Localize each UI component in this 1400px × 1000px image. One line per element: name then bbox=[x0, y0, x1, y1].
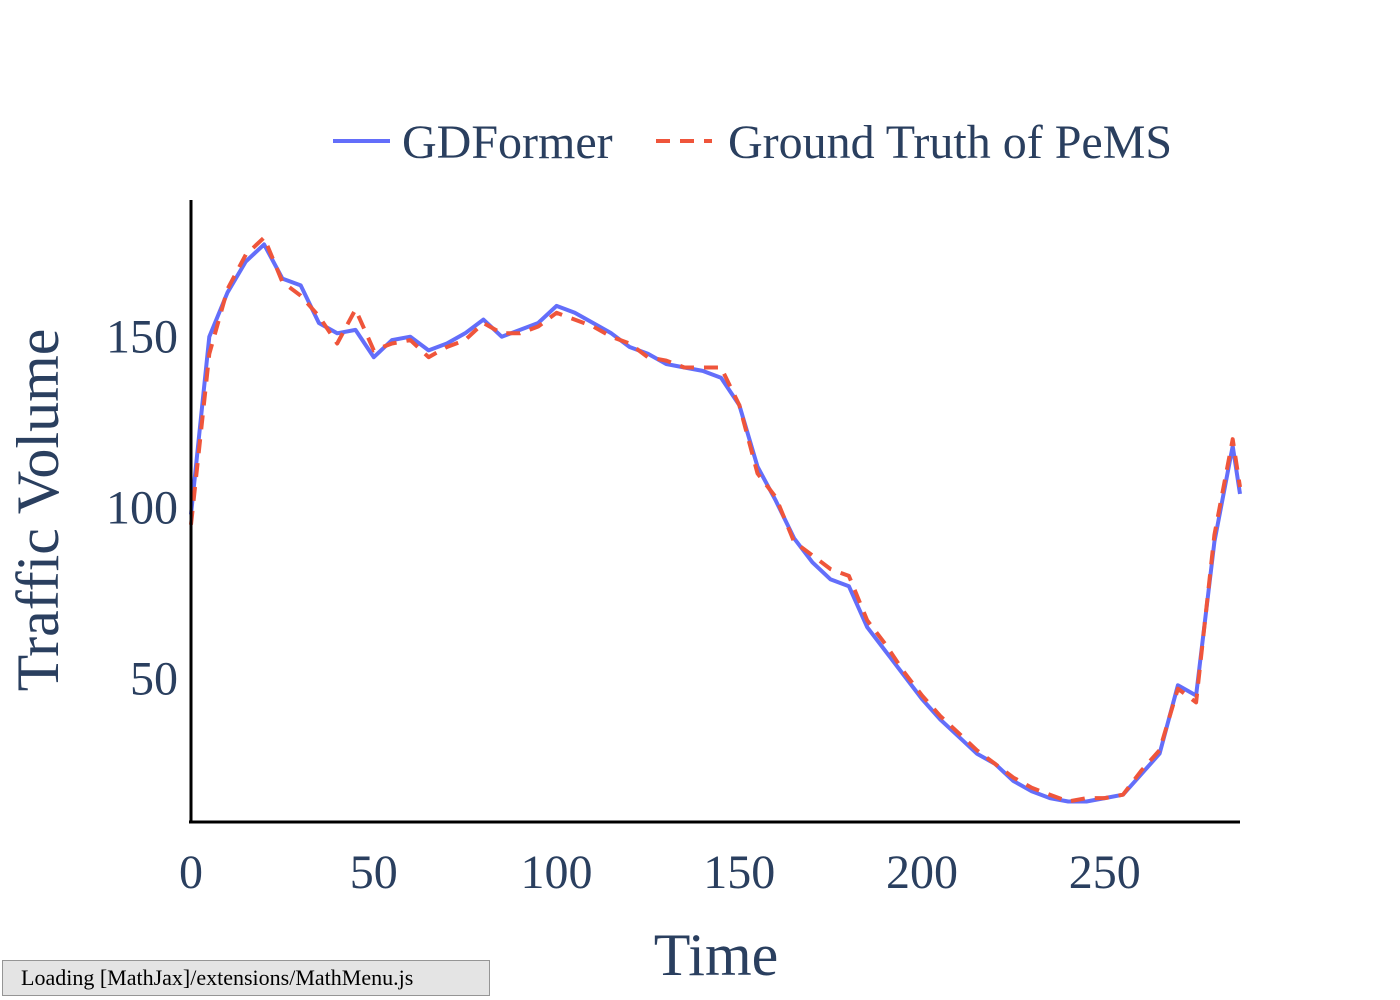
x-axis-title: Time bbox=[654, 922, 779, 988]
x-tick-label: 50 bbox=[350, 846, 398, 899]
y-axis-ticks: 50 100 150 bbox=[106, 311, 178, 706]
x-axis-ticks: 0 50 100 150 200 250 bbox=[179, 846, 1141, 899]
y-tick-label: 100 bbox=[106, 482, 178, 535]
series-line-ground-truth bbox=[189, 235, 1242, 804]
legend: GDFormer Ground Truth of PeMS bbox=[333, 116, 1172, 169]
x-tick-label: 100 bbox=[521, 846, 593, 899]
y-tick-label: 150 bbox=[106, 311, 178, 364]
y-tick-label: 50 bbox=[130, 652, 178, 705]
y-axis-title: Traffic Volume bbox=[5, 329, 71, 692]
legend-label-gdformer: GDFormer bbox=[402, 116, 613, 169]
x-tick-label: 250 bbox=[1069, 846, 1141, 899]
series-line-gdformer bbox=[189, 242, 1242, 804]
x-tick-label: 200 bbox=[886, 846, 958, 899]
status-message: Loading [MathJax]/extensions/MathMenu.js bbox=[2, 960, 490, 996]
x-tick-label: 0 bbox=[179, 846, 203, 899]
legend-label-ground-truth: Ground Truth of PeMS bbox=[728, 116, 1172, 169]
series-layer bbox=[189, 235, 1242, 804]
x-tick-label: 150 bbox=[703, 846, 775, 899]
